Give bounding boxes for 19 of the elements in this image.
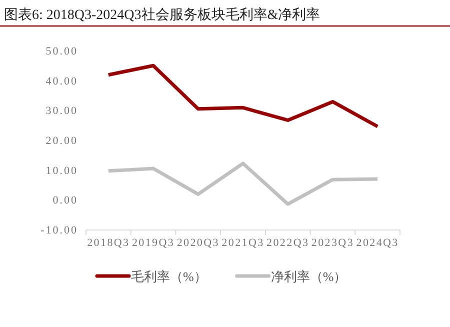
x-tick-label: 2018Q3 — [87, 236, 130, 249]
x-tick-label: 2020Q3 — [176, 236, 220, 249]
y-tick-label: -10.00 — [40, 224, 78, 237]
x-tick-label: 2024Q3 — [356, 236, 399, 249]
chart-title: 图表6: 2018Q3-2024Q3社会服务板块毛利率&净利率 — [4, 7, 320, 23]
line-series — [106, 162, 380, 206]
y-tick-label: 0.00 — [52, 194, 78, 207]
x-tick-label: 2019Q3 — [132, 236, 175, 249]
y-tick-label: 10.00 — [46, 164, 78, 177]
legend-label: 毛利率（%） — [131, 269, 207, 284]
line-series — [106, 64, 380, 128]
y-tick-label: 20.00 — [46, 135, 78, 148]
x-tick-label: 2022Q3 — [266, 236, 310, 249]
y-tick-label: 30.00 — [46, 105, 78, 118]
legend-label: 净利率（%） — [270, 269, 347, 284]
y-tick-label: 50.00 — [46, 46, 78, 58]
x-tick-label: 2021Q3 — [222, 236, 264, 249]
y-tick-label: 40.00 — [46, 75, 78, 88]
x-tick-label: 2023Q3 — [311, 236, 354, 249]
